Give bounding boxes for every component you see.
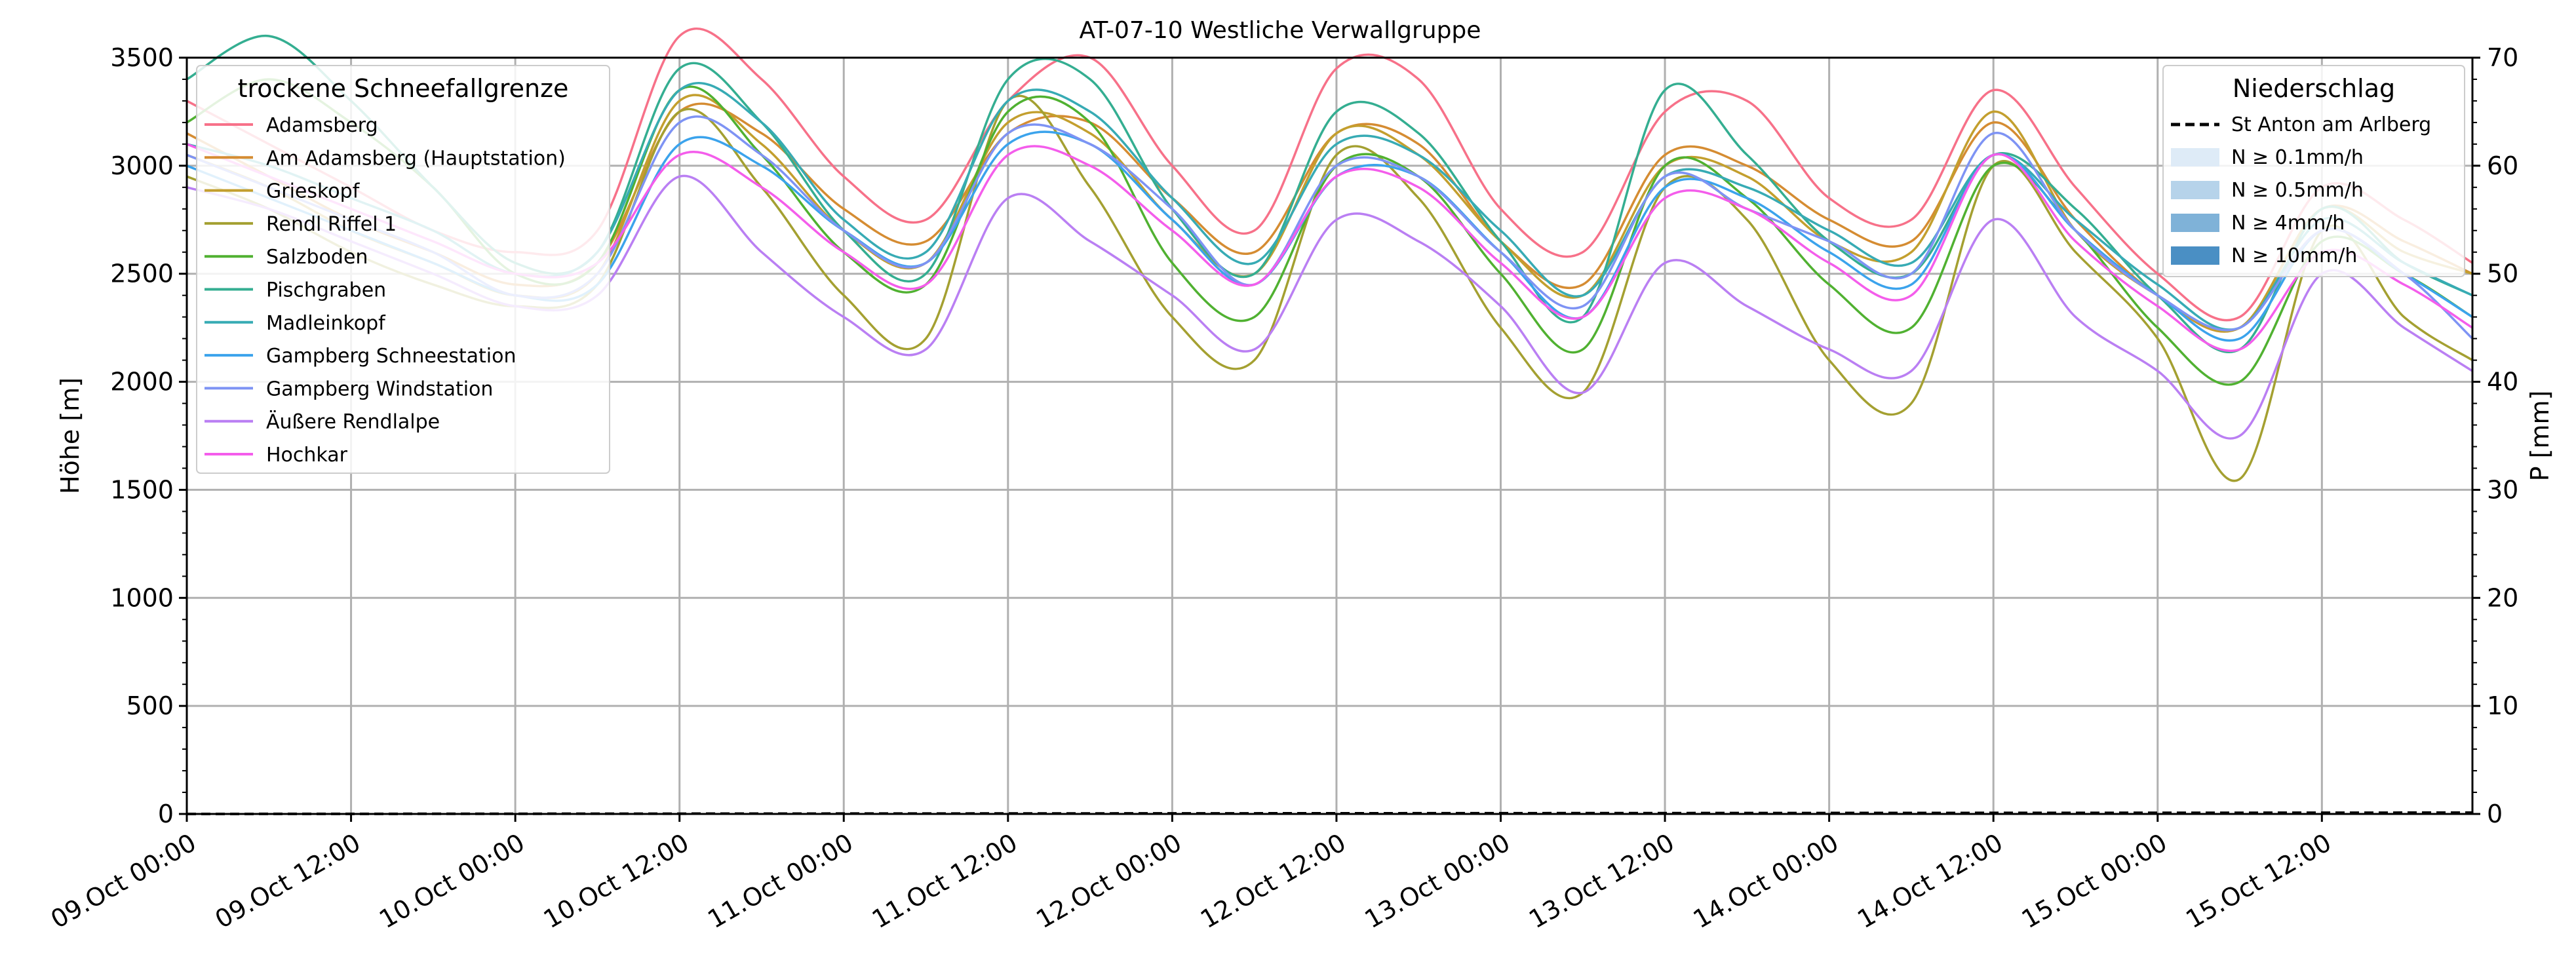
- x-tick-label: 13.Oct 12:00: [1524, 828, 1679, 934]
- y-tick-label-right: 40: [2487, 368, 2518, 396]
- legend-right-title: Niederschlag: [2233, 74, 2395, 103]
- y-tick-label-left: 0: [158, 800, 174, 828]
- legend-left-label: Pischgraben: [266, 279, 386, 302]
- right-axis: 0 10 20 30 40 50 60 70: [2472, 43, 2518, 828]
- y-tick-label-left: 1000: [110, 583, 174, 612]
- legend-left-label: Grieskopf: [266, 180, 361, 203]
- legend-left-label: Rendl Riffel 1: [266, 213, 397, 236]
- x-tick-label: 14.Oct 00:00: [1688, 828, 1844, 934]
- legend-left-label: Gampberg Windstation: [266, 377, 493, 400]
- legend-left-title: trockene Schneefallgrenze: [238, 74, 569, 103]
- y-tick-label-left: 3000: [110, 151, 174, 180]
- x-tick-label: 13.Oct 00:00: [1360, 828, 1515, 934]
- x-tick-label: 12.Oct 00:00: [1031, 828, 1186, 934]
- left-axis: 0 500 1000 1500 2000 2500 3000 3500: [110, 43, 187, 828]
- series-line: [186, 174, 2473, 440]
- legend-right-box: [2162, 65, 2465, 277]
- x-tick-label: 14.Oct 12:00: [1852, 828, 2008, 934]
- x-tick-label: 09.Oct 12:00: [210, 828, 366, 934]
- legend-right: Niederschlag St Anton am Arlberg N ≥ 0.1…: [2162, 65, 2465, 277]
- x-tick-label: 15.Oct 12:00: [2181, 828, 2336, 934]
- legend-right-swatch: [2171, 181, 2219, 199]
- y-tick-label-left: 2000: [110, 368, 174, 396]
- y-tick-label-left: 2500: [110, 260, 174, 288]
- chart-title: AT-07-10 Westliche Verwallgruppe: [1080, 17, 1481, 44]
- x-tick-label: 09.Oct 00:00: [46, 828, 201, 934]
- legend-left-items: Adamsberg Am Adamsberg (Hauptstation) Grie…: [205, 114, 566, 467]
- y-axis-label-right: P [mm]: [2526, 391, 2554, 482]
- y-axis-label-left: Höhe [m]: [56, 377, 85, 494]
- x-tick-label: 10.Oct 00:00: [374, 828, 530, 934]
- legend-left-label: Hochkar: [266, 444, 348, 467]
- legend-right-label: N ≥ 0.1mm/h: [2231, 146, 2364, 169]
- y-tick-label-right: 10: [2487, 691, 2518, 720]
- legend-left-label: Gampberg Schneestation: [266, 345, 517, 368]
- legend-right-label: N ≥ 10mm/h: [2231, 244, 2357, 267]
- legend-left-label: Äußere Rendlalpe: [266, 410, 440, 434]
- legend-right-label: N ≥ 0.5mm/h: [2231, 179, 2364, 202]
- x-tick-label: 11.Oct 12:00: [867, 828, 1023, 934]
- series-line: [186, 27, 2473, 322]
- legend-right-items: N ≥ 0.1mm/h N ≥ 0.5mm/h N ≥ 4mm/h N ≥ 10mm/…: [2171, 146, 2364, 267]
- y-tick-label-left: 1500: [110, 475, 174, 504]
- legend-right-swatch: [2171, 214, 2219, 232]
- y-tick-label-right: 50: [2487, 260, 2518, 288]
- y-tick-label-right: 20: [2487, 583, 2518, 612]
- legend-left-box: [196, 65, 610, 474]
- x-tick-label: 10.Oct 12:00: [539, 828, 694, 934]
- legend-right-swatch: [2171, 246, 2219, 265]
- x-tick-label: 12.Oct 12:00: [1196, 828, 1351, 934]
- y-tick-label-right: 0: [2487, 800, 2503, 828]
- legend-right-swatch: [2171, 148, 2219, 166]
- legend-left-label: Am Adamsberg (Hauptstation): [266, 147, 566, 170]
- legend-right-line-label: St Anton am Arlberg: [2231, 113, 2431, 136]
- y-tick-label-right: 70: [2487, 43, 2518, 72]
- x-tick-label: 11.Oct 00:00: [703, 828, 858, 934]
- x-tick-label: 15.Oct 00:00: [2017, 828, 2172, 934]
- legend-left: trockene Schneefallgrenze Adamsberg Am Ad…: [196, 65, 610, 474]
- legend-right-label: N ≥ 4mm/h: [2231, 212, 2345, 235]
- y-tick-label-left: 500: [126, 691, 174, 720]
- y-tick-label-right: 60: [2487, 151, 2518, 180]
- y-tick-label-left: 3500: [110, 43, 174, 72]
- y-tick-label-right: 30: [2487, 475, 2518, 504]
- x-axis: 09.Oct 00:00 09.Oct 12:00 10.Oct 00:00 10.O…: [46, 814, 2336, 934]
- legend-left-label: Madleinkopf: [266, 312, 386, 335]
- plot-frame: [185, 56, 2474, 815]
- legend-left-label: Adamsberg: [266, 114, 378, 137]
- legend-left-label: Salzboden: [266, 246, 368, 269]
